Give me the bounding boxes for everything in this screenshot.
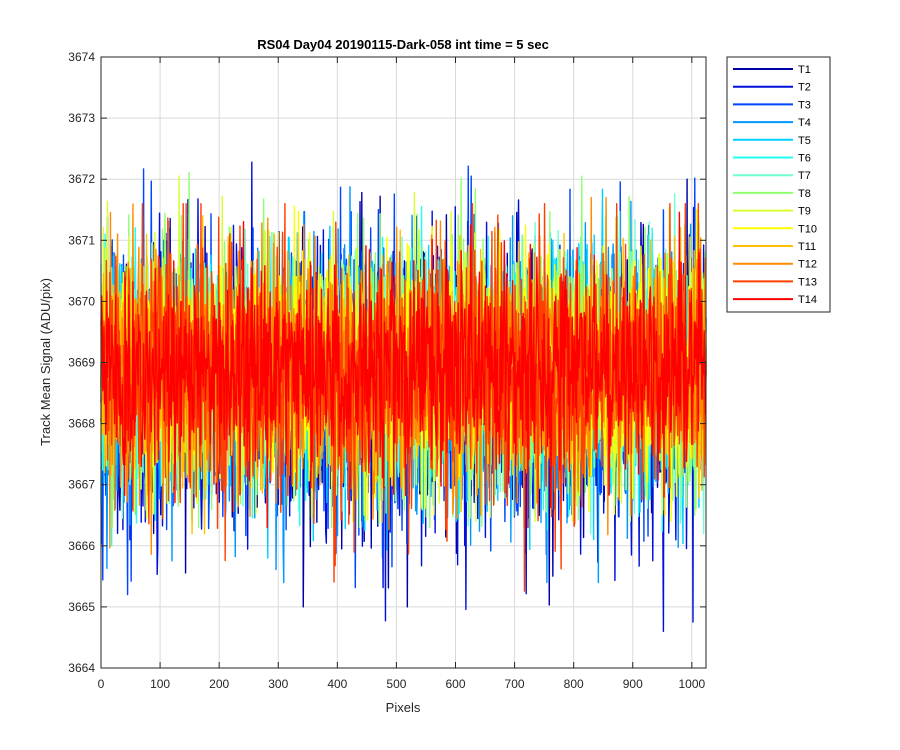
x-tick-label: 0 — [98, 677, 105, 691]
x-tick-labels: 0 100 200 300 400 500 600 700 800 900 1000 — [98, 677, 706, 691]
legend-label-t1: T1 — [798, 64, 811, 76]
y-tick-label: 3673 — [68, 111, 95, 125]
legend-label-t14: T14 — [798, 294, 817, 306]
x-axis-label: Pixels — [386, 700, 421, 715]
x-tick-label: 600 — [445, 677, 465, 691]
x-tick-label: 300 — [268, 677, 288, 691]
y-tick-label: 3665 — [68, 600, 95, 614]
legend-label-t13: T13 — [798, 276, 817, 288]
legend-box — [726, 56, 831, 313]
legend-label-t2: T2 — [798, 82, 811, 94]
y-tick-label: 3674 — [68, 50, 95, 64]
y-tick-label: 3664 — [68, 661, 95, 675]
legend-label-t3: T3 — [798, 99, 811, 111]
legend: T1 T2 T3 T4 T5 T6 T7 T8 T9 T10 T11 T12 T13 T14 — [726, 56, 831, 313]
legend-label-t9: T9 — [798, 206, 811, 218]
x-tick-label: 900 — [623, 677, 643, 691]
x-tick-label: 400 — [327, 677, 347, 691]
legend-items: T1 T2 T3 T4 T5 T6 T7 T8 T9 T10 T11 T12 T13 T14 — [733, 64, 817, 306]
legend-label-t5: T5 — [798, 135, 811, 147]
legend-label-t11: T11 — [798, 241, 816, 253]
x-tick-label: 700 — [505, 677, 525, 691]
x-tick-label: 1000 — [678, 677, 705, 691]
x-tick-label: 500 — [386, 677, 406, 691]
y-tick-label: 3668 — [68, 417, 95, 431]
y-tick-label: 3670 — [68, 294, 95, 308]
tick-marks — [100, 56, 706, 669]
chart-title: RS04 Day04 20190115-Dark-058 int time = … — [257, 37, 549, 52]
y-tick-label: 3666 — [68, 539, 95, 553]
legend-label-t12: T12 — [798, 259, 817, 271]
x-tick-label: 800 — [564, 677, 584, 691]
legend-label-t8: T8 — [798, 188, 811, 200]
legend-label-t4: T4 — [798, 117, 811, 129]
y-axis-label: Track Mean Signal (ADU/pix) — [38, 278, 53, 446]
legend-label-t10: T10 — [798, 223, 817, 235]
y-tick-label: 3667 — [68, 478, 95, 492]
legend-label-t7: T7 — [798, 170, 811, 182]
y-tick-label: 3671 — [68, 233, 95, 247]
plot-area: 0 100 200 300 400 500 600 700 800 900 1000 3664366… — [68, 50, 707, 691]
y-tick-labels: 3664 3665 3666 3667 3668 3669 3670 3671 3672 3673… — [68, 50, 95, 675]
series-lines — [100, 161, 707, 633]
y-tick-label: 3672 — [68, 172, 95, 186]
x-tick-label: 100 — [150, 677, 170, 691]
y-tick-label: 3669 — [68, 356, 95, 370]
series-line-t14 — [100, 211, 707, 529]
x-tick-label: 200 — [209, 677, 229, 691]
legend-label-t6: T6 — [798, 153, 811, 165]
